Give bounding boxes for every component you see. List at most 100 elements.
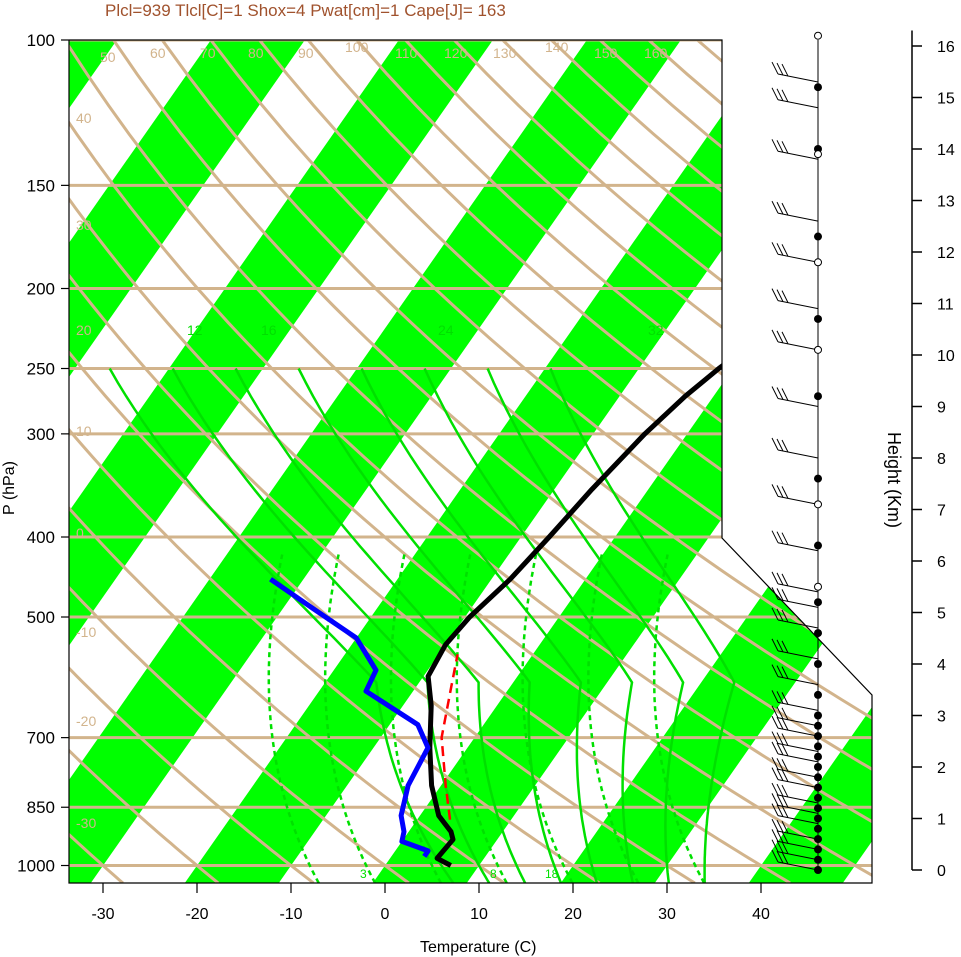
isotherm-label: 20 [734,240,750,256]
wind-barb [771,829,819,850]
moist-adiabat [234,367,527,883]
isotherm-band [69,40,493,883]
wind-barb [771,288,819,310]
moist-adiabat-label: 12 [187,322,203,338]
pressure-tick-label: 250 [27,360,55,379]
wind-barb [771,329,819,351]
mixing-ratio-label: 18 [545,867,559,881]
isotherm-label: 120 [444,45,468,61]
dry-adiabat [69,40,872,883]
wind-barb [771,242,819,263]
wind-dot [814,824,822,833]
plot-frame [68,39,873,884]
temperature-tick-label: -20 [185,906,208,923]
wind-barb [771,571,819,593]
wind-barb [771,690,819,711]
wind-dot [814,721,822,730]
moist-adiabat [108,367,455,883]
wind-dot [814,845,822,854]
series-line-temperature [425,72,872,868]
height-tick-label: 8 [937,451,946,468]
wind-dot [814,711,822,720]
wind-barb [771,803,819,825]
wind-dot [814,474,822,483]
isotherm-label: 110 [395,45,418,61]
height-tick-label: 14 [937,142,955,159]
height-tick-label: 2 [937,760,946,777]
height-tick-label: 15 [937,91,955,108]
sounding-series [269,72,872,868]
height-tick-label: 7 [937,503,946,520]
isotherm-label: -20 [76,713,96,729]
wind-barb [771,200,819,222]
wind-barb [771,587,819,608]
wind-barb [771,61,819,83]
moist-adiabat [549,368,736,883]
wind-dot [814,392,822,401]
wind-dot [814,773,822,782]
mixing-ratio-line [323,554,377,883]
wind-barb [771,437,819,459]
mixing-ratio-line [389,554,443,883]
pressure-tick-label: 1000 [17,857,55,876]
dry-adiabat [69,40,601,883]
height-tick-label: 10 [937,348,955,365]
temperature-tick-label: 40 [752,906,770,923]
pressure-tick-label: 150 [27,176,55,195]
isotherm-band [69,40,305,883]
mixing-ratio-label: 8 [490,867,497,881]
wind-dot-open [814,500,822,509]
wind-dot [814,732,822,741]
wind-barb [771,139,819,160]
isotherm-label: 70 [200,45,216,61]
wind-dot [814,835,822,844]
wind-barb [771,386,819,407]
isotherm-label: 0 [734,463,742,479]
dry-adiabat [258,40,872,883]
y-axis-title: P (hPa) [1,461,18,515]
temperature-tick-label: 10 [470,906,488,923]
dry-adiabat [69,40,410,883]
wind-barb-column [771,31,822,874]
wind-barb [771,757,819,778]
pressure-tick-label: 300 [27,425,55,444]
moist-adiabat [360,367,599,883]
dry-adiabat [69,40,315,883]
isotherm-label: 50 [100,49,116,65]
wind-dot [814,814,822,823]
wind-barb [771,839,819,861]
wind-dot [814,314,822,323]
wind-barb [771,638,819,660]
wind-dot [814,83,822,92]
wind-dot-open [814,31,822,40]
mixing-ratio-label: 3 [360,867,367,881]
isotherm-label: 90 [298,45,314,61]
wind-dot [814,783,822,792]
height-tick-label: 11 [937,297,954,314]
dry-adiabat [306,40,872,883]
wind-barb [771,530,819,552]
pressure-tick-label: 500 [27,608,55,627]
height-tick-label: 1 [937,812,946,829]
dry-adiabat [69,40,220,883]
wind-barb [771,87,819,109]
isotherm-label: 10 [76,423,92,439]
pressure-tick-label: 700 [27,729,55,748]
isotherm-label: 20 [76,322,92,338]
dry-adiabat [112,40,872,883]
series-line-parcel [440,654,459,820]
pressure-tick-label: 850 [27,798,55,817]
wind-dot [814,690,822,699]
wind-barb [771,782,819,804]
chart-title: Plcl=939 Tlcl[C]=1 Shox=4 Pwat[cm]=1 Cap… [105,1,506,20]
dry-adiabat [69,40,506,883]
isotherm-label: 130 [493,45,517,61]
wind-barb [771,705,819,727]
wind-dot-open [814,345,822,354]
series-line-dewpoint [269,577,431,858]
mixing-ratio-line [587,554,640,883]
isotherm-label: 140 [545,39,569,55]
x-axis-title: Temperature (C) [420,939,536,956]
